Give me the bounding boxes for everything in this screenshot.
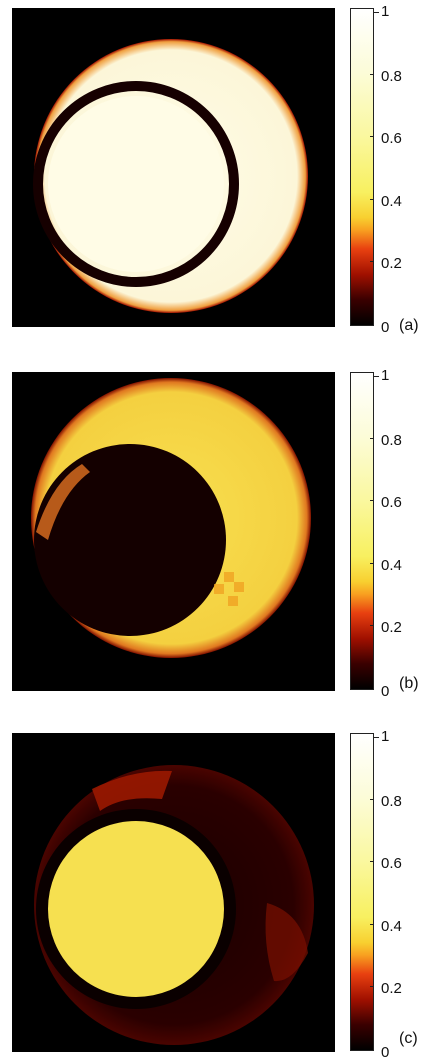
panel-c: 1 0.8 0.6 0.4 0.2 0 (c) [0,729,438,1063]
panel-b-label: (b) [399,675,419,692]
colorbar-a-tick-0.8: 0.8 [381,68,402,85]
colorbar-c-tick-1: 1 [381,728,390,745]
colorbar-a-tick-0.6: 0.6 [381,130,402,147]
colorbar-c [350,733,374,1051]
colorbar-a [350,8,374,326]
inner-void-b [34,444,226,636]
colorbar-c-tick-0.2: 0.2 [381,980,402,997]
colorbar-a-tick-0.2: 0.2 [381,255,402,272]
inner-disc-c [48,821,224,997]
colorbar-c-tick-0.8: 0.8 [381,793,402,810]
panel-b: 1 0.8 0.6 0.4 0.2 0 (b) [0,368,438,702]
colorbar-c-tick-0.4: 0.4 [381,918,402,935]
colorbar-c-tick-0.6: 0.6 [381,855,402,872]
colorbar-a-tick-0: 0 [381,319,390,336]
panel-c-label: (c) [399,1030,418,1047]
colorbar-c-tick-0: 0 [381,1044,390,1061]
panel-a: 1 0.8 0.6 0.4 0.2 0 (a) [0,4,438,338]
colorbar-b-tick-0.6: 0.6 [381,494,402,511]
colorbar-b-tick-0.4: 0.4 [381,557,402,574]
colorbar-b-tick-0: 0 [381,683,390,700]
colorbar-b [350,372,374,690]
colorbar-b-tick-1: 1 [381,367,390,384]
colorbar-b-tick-0.2: 0.2 [381,619,402,636]
colorbar-a-tick-1: 1 [381,3,390,20]
image-map-b [12,372,335,691]
panel-a-label: (a) [399,317,419,334]
colorbar-a-tick-0.4: 0.4 [381,193,402,210]
colorbar-b-tick-0.8: 0.8 [381,432,402,449]
inner-ring-a [33,81,239,287]
image-map-a [12,8,335,327]
image-map-c [12,733,335,1052]
